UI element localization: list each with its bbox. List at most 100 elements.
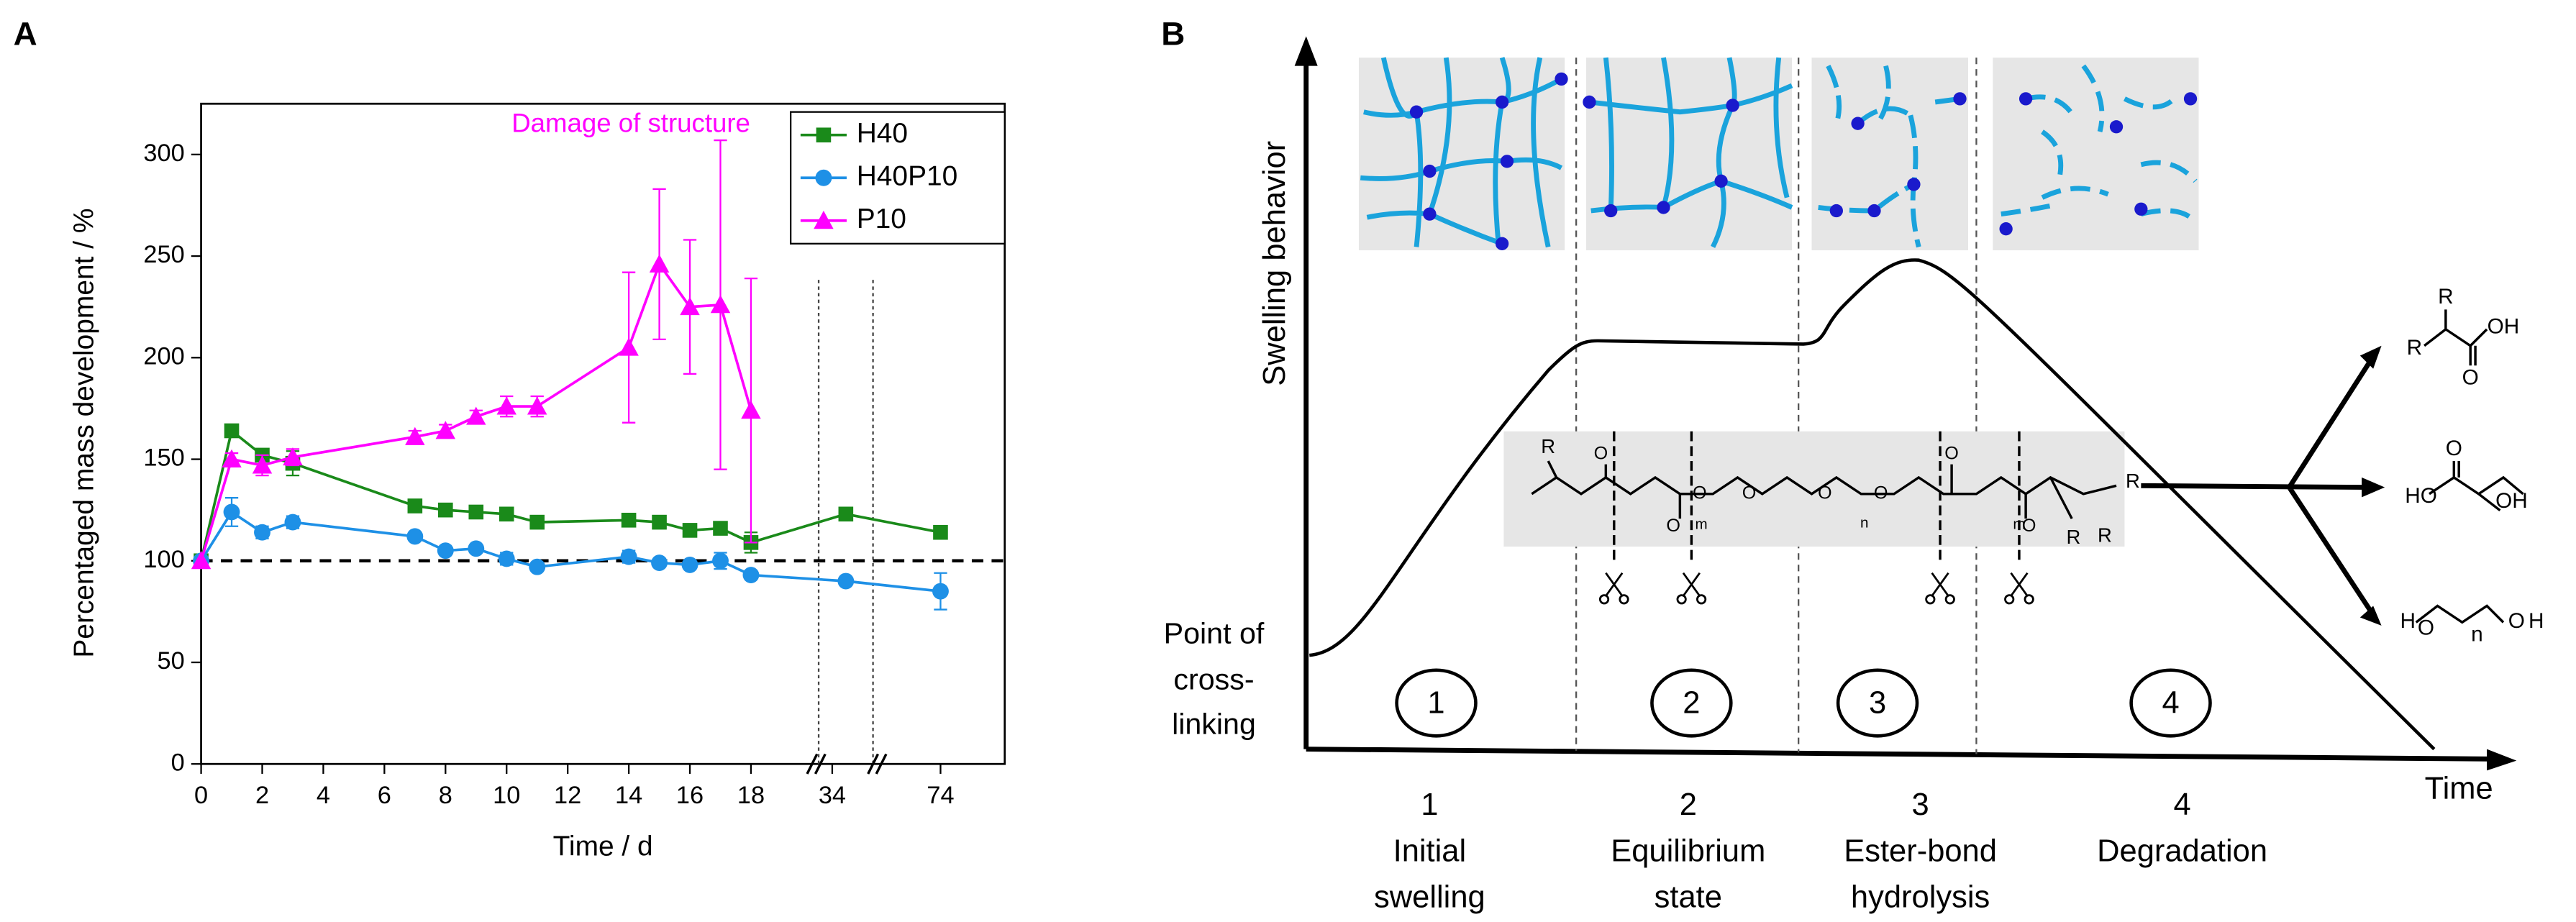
marker — [283, 447, 303, 466]
chem-label: R — [2126, 470, 2140, 492]
chem-label: O — [1693, 483, 1707, 503]
x-tick-label: 8 — [439, 782, 452, 809]
marker — [814, 211, 834, 229]
stage-name: state — [1655, 880, 1722, 914]
legend-label: H40 — [857, 118, 908, 149]
x-tick-label: 12 — [554, 782, 581, 809]
marker — [838, 506, 854, 522]
plot-frame — [200, 102, 1006, 765]
chem-label: m — [2013, 516, 2025, 533]
stage-number: 1 — [1427, 685, 1444, 720]
chem-label: O — [2508, 609, 2525, 633]
chem-label: R — [2438, 285, 2454, 309]
marker — [435, 421, 456, 439]
marker — [837, 572, 855, 590]
x-axis-title: Time / d — [553, 831, 653, 862]
chem-label: R — [2067, 526, 2081, 548]
legend-label: H40P10 — [857, 161, 958, 192]
x-tick-label: 18 — [737, 782, 765, 809]
swelling-curve — [1309, 258, 2436, 751]
stage-number: 3 — [1869, 685, 1886, 720]
axis-break — [867, 753, 888, 775]
cleavage-line — [1613, 431, 2021, 560]
x-tick-label: 16 — [676, 782, 704, 809]
chem-label: O — [1944, 443, 1959, 463]
chem-label: O — [2418, 616, 2434, 639]
marker — [437, 542, 454, 560]
stage-divider — [1575, 58, 1977, 754]
marker — [191, 551, 211, 570]
stage-number: 4 — [2162, 685, 2179, 720]
series-line — [199, 261, 752, 562]
marker — [222, 449, 242, 467]
marker — [437, 502, 453, 518]
marker — [406, 528, 424, 545]
y-tick-label: 50 — [157, 647, 184, 675]
network-box — [1993, 58, 2199, 250]
y-tick-label: 200 — [143, 342, 184, 370]
y-tick-label: 0 — [171, 749, 185, 776]
marker — [252, 455, 273, 474]
stage-number: 3 — [1911, 788, 1929, 822]
chem-label: OH — [2488, 314, 2520, 338]
chem-label: O — [2446, 437, 2462, 460]
marker — [713, 521, 728, 536]
chem-label: O — [2022, 516, 2036, 536]
chem-label: H — [2529, 609, 2544, 633]
annotation: Damage of structure — [511, 109, 750, 138]
origin-label: linking — [1172, 707, 1256, 740]
product-bonds — [2415, 309, 2524, 624]
marker — [816, 127, 832, 143]
stage-number: 2 — [1683, 685, 1700, 720]
chem-label: n — [2471, 623, 2483, 647]
chem-label: HO — [2405, 484, 2437, 508]
chart: 0 50 100 150 200 250 300 0 2 4 6 8 10 12 14 16 18 34 74 Tim… — [69, 102, 1006, 862]
marker — [741, 401, 761, 419]
marker — [498, 550, 515, 567]
chem-label: O — [1818, 483, 1832, 503]
stage-number: 4 — [2173, 788, 2190, 822]
axis-break — [806, 753, 827, 775]
chem-label: R — [2407, 336, 2423, 360]
x-tick-label: 14 — [615, 782, 642, 809]
arrow-head — [2359, 345, 2385, 626]
marker — [712, 552, 729, 570]
marker — [407, 498, 423, 514]
panel-label: B — [1161, 15, 1185, 52]
crosslinks — [1409, 72, 2198, 250]
diagram: Swelling behavior Time Point of cross- l… — [1164, 36, 2524, 805]
x-tick-label: 4 — [317, 782, 330, 809]
chem-label: O — [1666, 516, 1680, 536]
marker — [496, 396, 516, 415]
reaction-arrow — [2141, 357, 2374, 614]
x-axis-title: Time — [2425, 771, 2493, 805]
chem-label: R — [2098, 524, 2112, 547]
marker — [284, 514, 301, 531]
marker — [680, 296, 700, 316]
stage-number: 1 — [1421, 788, 1438, 822]
marker — [254, 524, 270, 541]
stage-circle — [1395, 668, 2212, 738]
y-tick-label: 250 — [143, 241, 184, 268]
marker — [682, 523, 698, 538]
origin-label: Point of — [1164, 617, 1265, 650]
chem-label: m — [1696, 516, 1708, 533]
marker — [224, 423, 240, 439]
x-tick-label: 6 — [378, 782, 391, 809]
y-axis-title: Percentaged mass development / % — [69, 209, 100, 658]
stage-name: Equilibrium — [1611, 834, 1765, 868]
panel-label: A — [14, 15, 37, 52]
polymer-strip — [1503, 431, 2125, 547]
origin-label: cross- — [1173, 663, 1254, 696]
marker — [620, 548, 637, 565]
chem-label: O — [2462, 365, 2479, 389]
marker — [468, 504, 484, 520]
polymer-bonds — [1531, 460, 2117, 519]
stage-name: Ester-bond — [1844, 834, 1997, 868]
series-line — [200, 510, 941, 593]
x-tick-label: 34 — [819, 782, 846, 809]
marker — [405, 426, 425, 445]
marker — [223, 503, 240, 521]
stage-name: swelling — [1374, 880, 1485, 914]
